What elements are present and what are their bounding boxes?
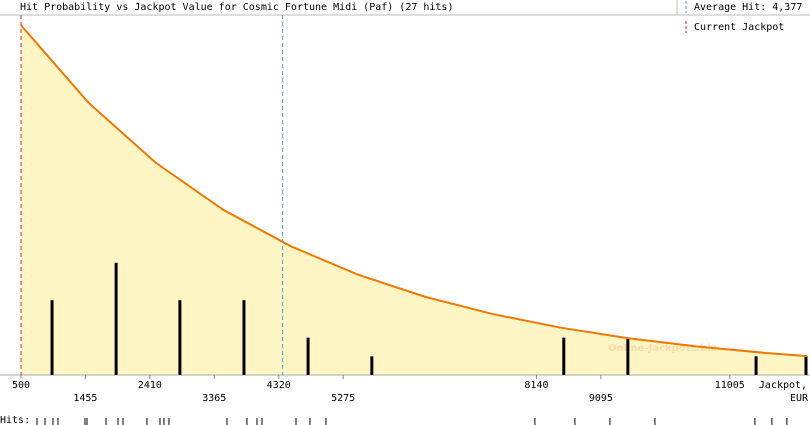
- bar: [242, 300, 246, 375]
- bar: [370, 356, 374, 375]
- watermark: Online-Jackpots.biz: [608, 343, 717, 354]
- bar: [754, 356, 758, 375]
- x-tick-label: 11005: [715, 380, 745, 391]
- x-tick-label: 4320: [267, 380, 291, 391]
- curve-line: [20, 24, 808, 358]
- chart-title: Hit Probability vs Jackpot Value for Cos…: [20, 2, 453, 13]
- legend-label: Current Jackpot: [694, 22, 784, 33]
- bar: [562, 337, 566, 375]
- bar: [626, 337, 630, 375]
- x-tick-label: 8140: [524, 380, 548, 391]
- bar: [306, 337, 310, 375]
- x-tick-label: 2410: [138, 380, 162, 391]
- bar: [50, 300, 54, 375]
- curve-area: [21, 25, 807, 376]
- legend-label: Average Hit: 4,377: [694, 2, 802, 13]
- x-tick-label: 1455: [73, 393, 97, 404]
- bar: [114, 262, 118, 375]
- bar: [804, 356, 808, 375]
- x-tick-label: 500: [12, 380, 30, 391]
- x-tick-label: 5275: [331, 393, 355, 404]
- hits-label: Hits:: [0, 415, 30, 425]
- x-axis-label: EUR: [790, 393, 809, 404]
- x-axis-label: Jackpot,: [759, 380, 807, 391]
- x-tick-label: 9095: [589, 393, 613, 404]
- bar: [178, 300, 182, 375]
- x-tick-label: 3365: [202, 393, 226, 404]
